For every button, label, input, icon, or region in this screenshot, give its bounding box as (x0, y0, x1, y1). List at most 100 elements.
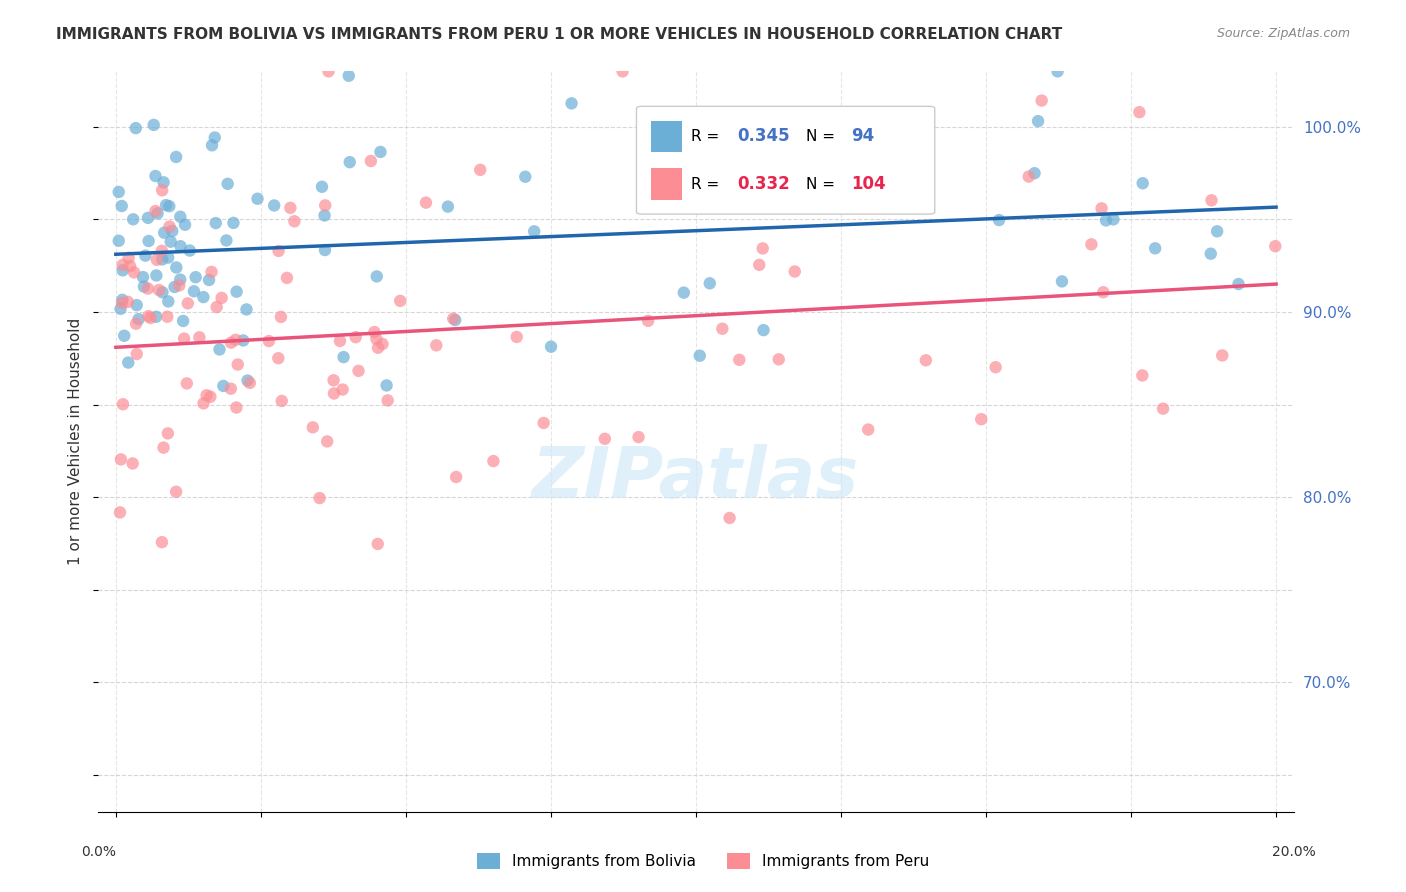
Point (337, 69, 360, 83)
Point (236, 374, 259, 388)
Point (1128, 105, 1150, 120)
Point (148, 283, 170, 297)
Point (204, 216, 226, 230)
Point (111, 296, 134, 310)
Point (225, 285, 247, 299)
Text: Source: ZipAtlas.com: Source: ZipAtlas.com (1216, 27, 1350, 40)
Point (179, 244, 201, 258)
Point (441, 311, 464, 326)
Point (145, 204, 167, 219)
Point (183, 285, 205, 299)
Text: IMMIGRANTS FROM BOLIVIA VS IMMIGRANTS FROM PERU 1 OR MORE VEHICLES IN HOUSEHOLD : IMMIGRANTS FROM BOLIVIA VS IMMIGRANTS FR… (56, 27, 1063, 42)
Point (318, 64, 340, 78)
Point (125, 347, 148, 361)
Point (1018, 169, 1040, 184)
Point (201, 138, 224, 153)
Point (415, 195, 437, 210)
Point (156, 310, 179, 324)
Point (1132, 176, 1154, 190)
Point (211, 291, 233, 305)
Point (138, 234, 160, 248)
Point (118, 251, 141, 265)
Point (1152, 401, 1174, 416)
Text: 20.0%: 20.0% (1271, 845, 1316, 859)
Point (200, 265, 222, 279)
Point (686, 181, 709, 195)
Point (367, 341, 389, 355)
Point (283, 214, 305, 228)
Point (1046, 64, 1069, 78)
Point (246, 192, 269, 206)
Point (156, 426, 179, 441)
Point (713, 162, 735, 177)
Point (311, 179, 333, 194)
Point (122, 212, 145, 227)
Point (366, 269, 388, 284)
Point (1090, 202, 1112, 216)
Point (177, 296, 200, 310)
Point (146, 252, 169, 267)
Point (217, 177, 239, 191)
Point (165, 260, 187, 275)
Point (232, 334, 254, 348)
Point (163, 280, 186, 294)
Point (125, 298, 148, 312)
Point (205, 300, 228, 314)
Point (1201, 194, 1223, 208)
Point (915, 353, 938, 368)
Point (263, 198, 285, 212)
Point (193, 290, 215, 304)
Point (783, 264, 806, 278)
Point (316, 434, 339, 449)
Point (1092, 285, 1115, 300)
Point (1095, 213, 1118, 227)
Point (204, 130, 226, 145)
Point (125, 317, 148, 331)
Point (174, 218, 197, 232)
Point (117, 355, 139, 369)
Text: ZIPatlas: ZIPatlas (533, 444, 859, 513)
Point (1206, 224, 1229, 238)
Point (540, 340, 562, 354)
Point (301, 420, 323, 434)
Point (132, 279, 155, 293)
Y-axis label: 1 or more Vehicles in Household: 1 or more Vehicles in Household (67, 318, 83, 566)
Point (276, 271, 298, 285)
Point (153, 226, 176, 240)
Point (1211, 348, 1233, 362)
Point (718, 511, 741, 525)
Point (110, 452, 132, 467)
Point (157, 294, 180, 309)
Point (1031, 94, 1053, 108)
Point (371, 337, 394, 351)
Point (533, 416, 555, 430)
Point (1102, 212, 1125, 227)
Point (561, 96, 583, 111)
Point (344, 330, 367, 344)
Point (752, 323, 775, 337)
Point (136, 211, 159, 225)
Point (208, 343, 231, 357)
Point (768, 352, 790, 367)
Point (711, 322, 734, 336)
Point (612, 64, 634, 78)
Point (593, 432, 616, 446)
Point (1264, 239, 1286, 253)
Point (111, 258, 134, 272)
Point (367, 537, 389, 551)
Point (1130, 368, 1153, 383)
Point (470, 162, 492, 177)
Point (117, 294, 139, 309)
Point (425, 338, 447, 352)
Point (157, 251, 180, 265)
Point (339, 155, 361, 169)
Point (145, 310, 167, 324)
Point (751, 241, 773, 255)
Point (157, 199, 180, 213)
Point (176, 376, 198, 391)
Point (672, 285, 695, 300)
Point (165, 150, 187, 164)
Point (159, 219, 181, 234)
Point (226, 358, 249, 372)
Point (988, 213, 1011, 227)
